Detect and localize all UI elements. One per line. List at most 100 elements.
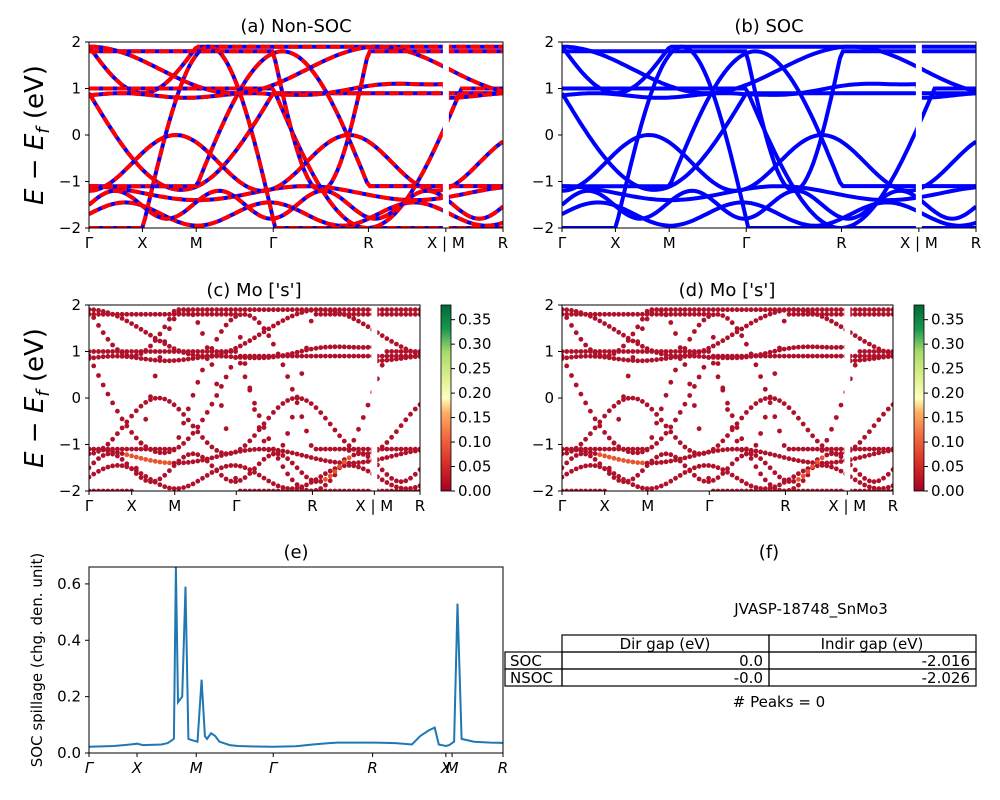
band-point (417, 402, 420, 408)
band-point (767, 353, 773, 359)
band-point (824, 437, 830, 443)
band-point (616, 474, 622, 479)
band-point (143, 349, 149, 354)
band-point (616, 329, 622, 335)
band-point (318, 479, 324, 484)
band-point (294, 394, 300, 400)
band-point (810, 311, 815, 317)
band-point (148, 311, 153, 317)
band-point (871, 356, 877, 361)
band-point (867, 478, 872, 484)
band-point (682, 455, 688, 461)
band-point (796, 471, 801, 477)
band-point (313, 353, 319, 359)
band-point (606, 435, 612, 441)
band-point (384, 472, 390, 477)
panel-e-kticks: Γ X M Γ R XM R (85, 753, 508, 777)
band-point (819, 448, 825, 453)
band-point (640, 468, 645, 474)
band-point (209, 455, 215, 461)
band-point (96, 308, 101, 313)
band-point (138, 311, 144, 317)
band-point (200, 475, 205, 481)
band-point (233, 463, 239, 468)
band-point (734, 488, 740, 491)
band-point (588, 431, 593, 437)
band-point (304, 453, 309, 459)
y-tick-label: 0.2 (57, 688, 81, 706)
band-point (105, 441, 111, 447)
band-point (204, 307, 210, 313)
k-tick-label: Γ (85, 759, 95, 777)
band-point (195, 424, 201, 430)
band-point (602, 488, 607, 491)
band-point (625, 478, 631, 484)
band-point (663, 352, 669, 358)
band-point (649, 458, 655, 464)
band-point (881, 311, 886, 317)
band-point (252, 469, 257, 475)
band-point (762, 396, 768, 401)
band-point (228, 354, 234, 360)
band-point (389, 488, 394, 491)
table-row-label-nsoc: NSOC (510, 669, 553, 687)
band-line-dashed (89, 44, 503, 96)
band-point (389, 357, 394, 363)
band-point (157, 459, 163, 465)
band-point (176, 435, 182, 440)
band-point (725, 488, 730, 491)
band-point (138, 440, 144, 446)
band-point (677, 458, 683, 464)
band-point (588, 488, 593, 491)
band-point (649, 486, 655, 491)
band-point (833, 452, 839, 457)
band-point (833, 311, 839, 317)
band-point (285, 398, 290, 403)
band-point (611, 471, 617, 476)
band-point (204, 440, 210, 446)
band-point (313, 456, 319, 462)
band-point (729, 413, 735, 419)
band-point (758, 307, 763, 313)
band-point (862, 482, 867, 488)
band-point (692, 311, 697, 317)
band-point (214, 336, 220, 342)
band-point (195, 307, 201, 313)
band-line-dashed (89, 200, 503, 228)
band-point (228, 311, 234, 317)
panel-d-frame (562, 305, 893, 491)
band-point (597, 461, 603, 467)
y-tick-label: −2 (532, 219, 554, 237)
band-point (233, 449, 239, 455)
band-point (786, 488, 792, 491)
band-point (242, 307, 248, 313)
colorbar-tick-label: 0.10 (931, 433, 964, 451)
band-point (185, 452, 191, 458)
band-point (682, 311, 688, 317)
band-point (394, 311, 399, 317)
band-point (285, 431, 290, 436)
band-point (412, 350, 418, 356)
band-point (739, 478, 745, 484)
band-point (649, 435, 655, 440)
band-point (663, 423, 669, 429)
band-point (611, 349, 617, 354)
band-point (829, 307, 834, 313)
band-point (237, 446, 243, 452)
band-point (167, 485, 172, 491)
band-point (394, 478, 399, 484)
band-point (692, 472, 697, 478)
band-point (602, 466, 607, 472)
band-point (294, 451, 300, 457)
y-tick-label: 2 (71, 296, 81, 314)
band-point (289, 351, 295, 356)
band-point (394, 349, 399, 354)
band-point (810, 488, 815, 491)
band-point (710, 446, 716, 452)
band-point (233, 479, 239, 485)
band-point (654, 454, 659, 460)
band-point (857, 353, 863, 359)
band-point (105, 311, 111, 317)
band-point (195, 452, 201, 458)
